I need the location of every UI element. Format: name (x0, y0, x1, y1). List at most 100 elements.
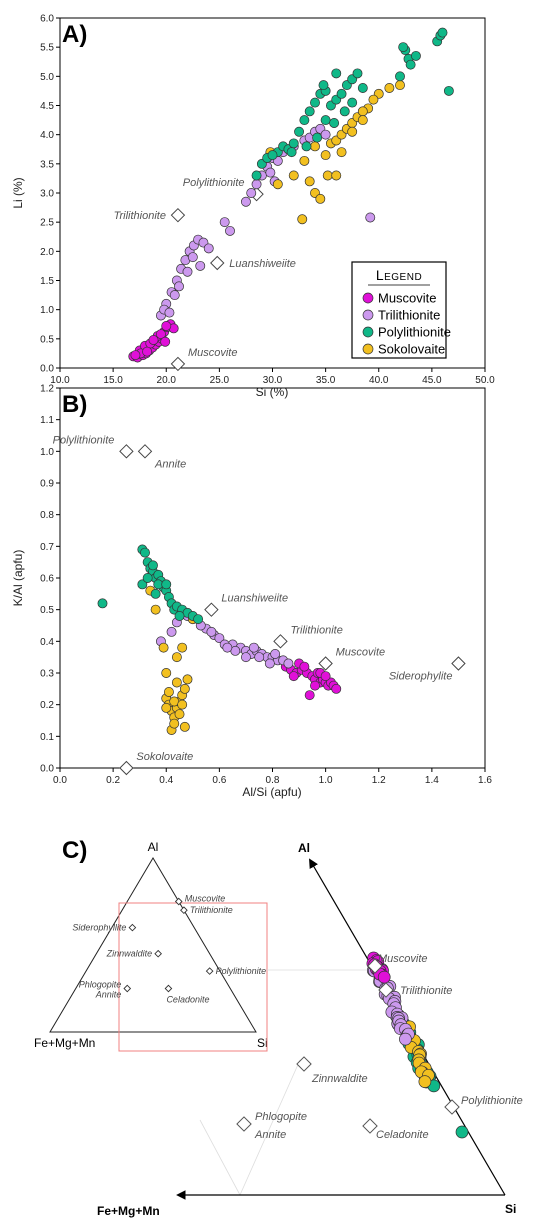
zoom-apex-al: Al (298, 841, 310, 855)
a-point-polylithionite-9 (304, 106, 315, 117)
a-point-sokolovaite-18 (310, 141, 320, 152)
a-point-polylithionite-21 (395, 71, 405, 82)
small-ref-phlogopite (123, 984, 132, 993)
a-point-muscovite-17 (148, 335, 159, 345)
a-ytick-label-2: 1.0 (40, 305, 54, 316)
b-point-sokolovaite-23 (177, 699, 188, 710)
small-ref-trilithionite (180, 906, 188, 915)
b-xtick-label-1: 0.2 (106, 775, 120, 786)
a-point-sokolovaite-19 (322, 170, 333, 181)
a-ytick-label-3: 1.5 (40, 276, 54, 287)
zoom-ref-muscovite-label: Muscovite (378, 953, 428, 965)
a-point-trilithionite-15 (195, 260, 206, 271)
a-point-polylithionite-8 (299, 115, 310, 126)
b-point-sokolovaite-20 (171, 677, 182, 688)
a-point-polylithionite-39 (312, 132, 323, 143)
connector-line-left (199, 1119, 241, 1196)
zoom-ref-polylithionite: Polylithionite (444, 1095, 523, 1115)
a-ref-trilithionite (170, 207, 186, 223)
b-ref-label-siderophylite: Siderophylite (389, 671, 453, 683)
small-ref-label-trilithionite: Trilithionite (190, 905, 233, 915)
b-xtick-label-3: 0.6 (212, 775, 226, 786)
a-ytick-label-0: 0.0 (40, 364, 54, 375)
a-point-trilithionite-10 (203, 243, 214, 254)
panel-a-points (128, 27, 454, 363)
a-xtick-label-4: 30.0 (263, 375, 283, 386)
b-point-trilithionite-15 (283, 658, 294, 669)
b-xtick-label-6: 1.2 (372, 775, 386, 786)
small-apex-si: Si (257, 1036, 268, 1050)
b-ytick-label-2: 0.2 (40, 700, 54, 711)
a-point-polylithionite-0 (251, 170, 262, 181)
b-ref-annite (137, 444, 153, 459)
a-xtick-label-3: 25.0 (210, 375, 230, 386)
legend-label-polylithionite: Polylithionite (378, 325, 451, 340)
small-apex-femgmn: Fe+Mg+Mn (34, 1036, 95, 1050)
a-xtick-label-2: 20.0 (157, 375, 177, 386)
a-point-polylithionite-35 (301, 141, 312, 152)
a-ref-luanshiweiite (210, 255, 225, 271)
b-point-trilithionite-19 (254, 652, 265, 663)
b-point-trilithionite-4 (214, 633, 225, 644)
a-ref-label-muscovite: Muscovite (188, 347, 238, 359)
a-point-muscovite-21 (142, 346, 153, 357)
connector-line-bottom (239, 1059, 301, 1196)
b-point-muscovite-17 (310, 680, 320, 691)
legend-marker-muscovite (362, 292, 374, 304)
zoom-ref-phlogopite-annite: Phlogopite Annite (236, 1111, 307, 1141)
b-point-sokolovaite-3 (161, 668, 172, 678)
b-point-trilithionite-18 (240, 652, 251, 663)
legend-title: Legend (376, 267, 422, 283)
panel-a-xlabel: Si (%) (256, 385, 289, 399)
a-ref-label-luanshiweiite: Luanshiweiite (229, 258, 296, 270)
zoom-box (118, 902, 268, 1052)
a-xtick-label-8: 50.0 (475, 375, 495, 386)
legend-label-sokolovaite: Sokolovaite (378, 342, 445, 357)
b-ref-polylithionite (119, 444, 134, 459)
panel-a-references: Trilithionite Luanshiweiite Polylithionite… (114, 177, 296, 372)
a-point-muscovite-22 (130, 350, 141, 361)
a-point-polylithionite-20 (357, 83, 368, 93)
a-xtick-label-1: 15.0 (103, 375, 123, 386)
zoom-point-muscovite-13 (377, 970, 391, 984)
a-point-trilithionite-35 (365, 212, 376, 223)
b-ytick-label-10: 1.0 (40, 447, 54, 458)
b-ytick-label-0: 0.0 (40, 764, 54, 775)
legend-marker-trilithionite (362, 309, 374, 321)
zoom-ref-muscovite: Muscovite (367, 953, 428, 974)
a-point-sokolovaite-21 (357, 106, 368, 117)
panel-b-xlabel: Al/Si (apfu) (242, 785, 301, 799)
a-point-trilithionite-34 (320, 129, 331, 140)
zoom-ref-annite-label: Annite (254, 1129, 286, 1141)
panel-c: C) Al Fe+Mg+Mn Si MuscoviteTrilithionite… (34, 837, 523, 1218)
small-ref-celadonite (164, 984, 173, 993)
b-ytick-label-1: 0.1 (40, 732, 54, 743)
a-point-sokolovaite-1 (288, 170, 299, 181)
a-point-polylithionite-34 (318, 80, 329, 91)
b-ytick-label-11: 1.1 (40, 415, 54, 426)
a-point-polylithionite-18 (352, 68, 363, 79)
a-point-sokolovaite-25 (347, 126, 358, 137)
b-point-sokolovaite-12 (182, 674, 193, 685)
a-ytick-label-4: 2.0 (40, 247, 54, 258)
b-xtick-label-8: 1.6 (478, 775, 492, 786)
b-ytick-label-9: 0.9 (40, 479, 54, 490)
a-point-trilithionite-18 (219, 217, 230, 228)
b-ref-label-trilithionite: Trilithionite (290, 624, 342, 636)
b-ytick-label-4: 0.4 (40, 637, 54, 648)
b-point-trilithionite-28 (248, 642, 259, 653)
a-xtick-label-6: 40.0 (369, 375, 389, 386)
legend-marker-polylithionite (362, 326, 374, 338)
b-point-muscovite-16 (299, 661, 310, 672)
b-ytick-label-8: 0.8 (40, 510, 54, 521)
a-point-trilithionite-21 (246, 188, 257, 198)
small-ref-zinnwaldite (154, 949, 162, 958)
zoom-ref-phlogopite-label: Phlogopite (255, 1111, 307, 1123)
panel-b-points (97, 544, 342, 735)
a-point-sokolovaite-2 (297, 214, 308, 225)
a-ytick-label-6: 3.0 (40, 189, 54, 200)
zoom-apex-femgmn: Fe+Mg+Mn (97, 1204, 160, 1218)
b-point-trilithionite-22 (206, 626, 217, 637)
small-ref-label-zinnwaldite: Zinnwaldite (106, 949, 153, 959)
